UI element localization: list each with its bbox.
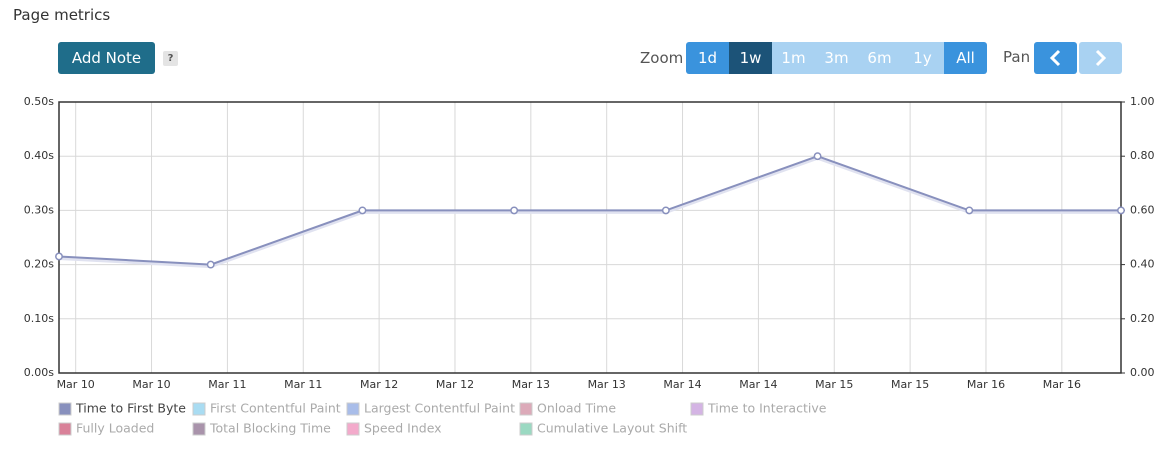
zoom-button[interactable]: All bbox=[944, 42, 987, 74]
zoom-button[interactable]: 1d bbox=[686, 42, 729, 74]
y-tick-label: 0.30s bbox=[24, 203, 54, 216]
legend-label[interactable]: Total Blocking Time bbox=[209, 421, 331, 436]
x-tick-label: Mar 12 bbox=[436, 378, 474, 391]
zoom-button[interactable]: 1m bbox=[772, 42, 815, 74]
legend-label[interactable]: First Contentful Paint bbox=[210, 401, 341, 416]
legend-swatch bbox=[519, 422, 533, 436]
x-tick-label: Mar 13 bbox=[588, 378, 626, 391]
x-tick-label: Mar 15 bbox=[891, 378, 929, 391]
y-tick-label: 0.40s bbox=[24, 149, 54, 162]
add-note-button[interactable]: Add Note bbox=[58, 42, 155, 74]
legend-swatch bbox=[58, 422, 72, 436]
arrow-icon bbox=[1095, 49, 1107, 67]
legend-swatch bbox=[690, 402, 704, 416]
y2-tick-label: 0.60 bbox=[1130, 203, 1155, 216]
x-tick-label: Mar 13 bbox=[512, 378, 550, 391]
pan-right-button[interactable] bbox=[1079, 42, 1122, 74]
y2-tick-label: 0.00 bbox=[1130, 366, 1155, 379]
x-tick-label: Mar 14 bbox=[663, 378, 701, 391]
y2-tick-label: 1.00 bbox=[1130, 95, 1155, 108]
point bbox=[813, 152, 822, 161]
legend-label[interactable]: Largest Contentful Paint bbox=[364, 401, 515, 416]
line-shadow bbox=[58, 156, 1121, 269]
point bbox=[206, 260, 215, 269]
legend-swatch bbox=[58, 402, 72, 416]
y2-tick-label: 0.40 bbox=[1130, 258, 1155, 271]
legend-label[interactable]: Fully Loaded bbox=[76, 421, 154, 436]
legend-swatch bbox=[519, 402, 533, 416]
legend-swatch bbox=[192, 402, 206, 416]
legend-label[interactable]: Time to Interactive bbox=[707, 401, 827, 416]
zoom-label: Zoom bbox=[640, 49, 684, 67]
legend-label[interactable]: Time to First Byte bbox=[75, 401, 186, 416]
legend-label[interactable]: Onload Time bbox=[537, 401, 616, 416]
x-tick-label: Mar 11 bbox=[208, 378, 246, 391]
point bbox=[55, 252, 63, 261]
page-title: Page metrics bbox=[13, 6, 111, 24]
zoom-button[interactable]: 3m bbox=[815, 42, 858, 74]
x-tick-label: Mar 10 bbox=[57, 378, 95, 391]
x-tick-label: Mar 10 bbox=[132, 378, 170, 391]
point bbox=[661, 206, 670, 215]
x-tick-label: Mar 16 bbox=[967, 378, 1005, 391]
y2-tick-label: 0.20 bbox=[1130, 312, 1155, 325]
x-tick-label: Mar 15 bbox=[815, 378, 853, 391]
zoom-button[interactable]: 1y bbox=[901, 42, 944, 74]
pan-label: Pan bbox=[1003, 48, 1031, 66]
x-tick-label: Mar 16 bbox=[1043, 378, 1081, 391]
series-line bbox=[58, 155, 1121, 266]
x-tick-label: Mar 11 bbox=[284, 378, 322, 391]
point bbox=[1117, 206, 1125, 215]
plot-frame bbox=[58, 101, 1122, 374]
point bbox=[965, 206, 974, 215]
zoom-button[interactable]: 1w bbox=[729, 42, 772, 74]
legend-swatch bbox=[346, 402, 360, 416]
x-tick-label: Mar 14 bbox=[739, 378, 777, 391]
legend-label[interactable]: Speed Index bbox=[364, 421, 442, 436]
y2-tick-label: 0.80 bbox=[1130, 149, 1155, 162]
y-tick-label: 0.10s bbox=[24, 312, 54, 325]
arrow-icon bbox=[1049, 49, 1061, 67]
legend-swatch bbox=[346, 422, 360, 436]
zoom-button[interactable]: 6m bbox=[858, 42, 901, 74]
y-tick-label: 0.50s bbox=[24, 95, 54, 108]
legend-label[interactable]: Cumulative Layout Shift bbox=[537, 421, 687, 436]
y-tick-label: 0.00s bbox=[24, 366, 54, 379]
help-icon[interactable]: ? bbox=[163, 51, 178, 66]
point bbox=[358, 206, 367, 215]
point bbox=[510, 206, 519, 215]
y-tick-label: 0.20s bbox=[24, 258, 54, 271]
legend-swatch bbox=[192, 422, 206, 436]
pan-left-button[interactable] bbox=[1034, 42, 1077, 74]
x-tick-label: Mar 12 bbox=[360, 378, 398, 391]
